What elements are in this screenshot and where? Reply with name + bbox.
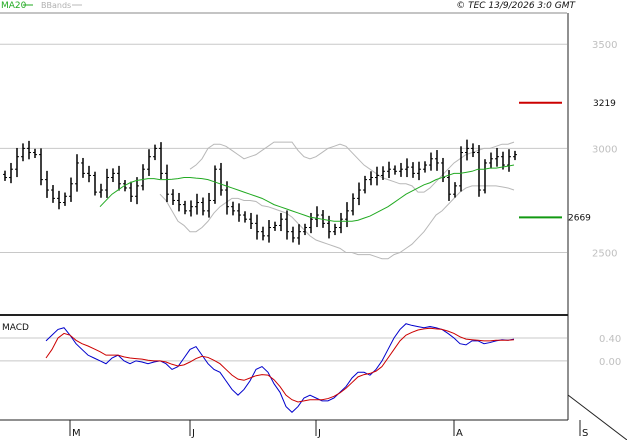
macd-tick-label: 0.40	[599, 334, 621, 345]
price-panel	[0, 12, 567, 260]
axis-strip-diagonal	[567, 394, 627, 440]
ohlc-bars	[3, 139, 517, 245]
price-gridlines	[0, 43, 567, 254]
bb-upper-line	[189, 141, 515, 193]
level-markers: 3219 2669	[519, 99, 616, 223]
x-axis-label: J	[317, 428, 321, 439]
ma20-legend-label: MA20	[1, 1, 27, 11]
price-tick-label: 3000	[592, 144, 617, 155]
macd-axis-labels: 0.40 0.00	[599, 334, 621, 368]
price-tick-label: 3500	[592, 40, 617, 51]
macd-panel: MACD	[0, 323, 567, 413]
copyright-text: © TEC 13/9/2026 3:0 GMT	[456, 1, 576, 11]
macd-title: MACD	[2, 323, 29, 333]
level-marker-label: 2669	[568, 213, 591, 223]
macd-signal-line	[45, 327, 515, 403]
x-axis-label: M	[72, 428, 81, 439]
x-axis-label: A	[456, 428, 463, 439]
x-axis-label: J	[191, 428, 195, 439]
level-marker-label: 3219	[593, 99, 616, 109]
price-axis-labels: 3500 3000 2500	[592, 40, 617, 259]
x-axis-label: S	[582, 428, 588, 439]
macd-line	[45, 323, 515, 413]
bb-lower-line	[159, 185, 515, 260]
macd-tick-label: 0.00	[599, 357, 621, 368]
ma20-line	[99, 164, 515, 222]
bbands-legend-label: BBands	[41, 1, 71, 10]
macd-gridlines	[0, 337, 567, 362]
price-tick-label: 2500	[592, 249, 617, 260]
